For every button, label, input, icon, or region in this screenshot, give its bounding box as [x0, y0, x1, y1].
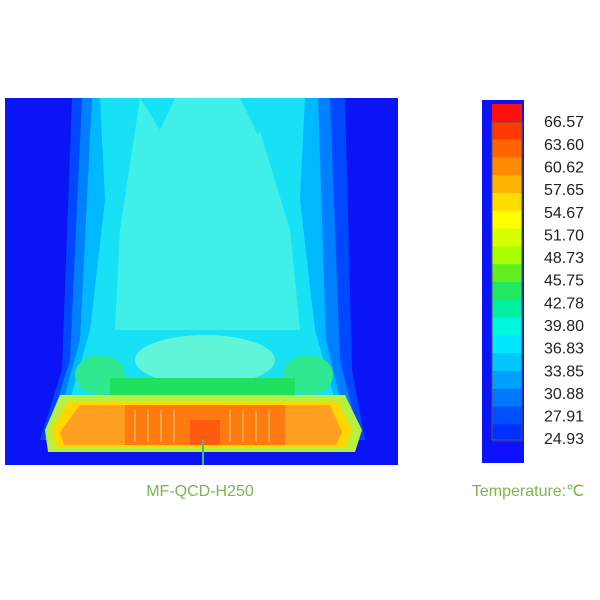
temperature-contour — [5, 98, 398, 465]
colorbar-label: 54.67 — [544, 205, 584, 222]
colorbar-band — [492, 299, 522, 319]
colorbar-band — [492, 210, 522, 230]
colorbar-band — [492, 282, 522, 301]
colorbar-title: Temperature:℃ — [472, 483, 584, 500]
colorbar-band — [492, 335, 522, 354]
colorbar-label: 51.70 — [544, 227, 584, 244]
colorbar-band — [492, 264, 522, 283]
colorbar-band — [492, 353, 522, 372]
colorbar-band — [492, 175, 522, 194]
colorbar-band — [492, 104, 522, 123]
colorbar-band — [492, 406, 522, 425]
colorbar-label: 24.93 — [544, 431, 584, 448]
colorbar-outline — [491, 121, 523, 441]
colorbar-label: 30.88 — [544, 386, 584, 403]
colorbar — [491, 104, 523, 461]
colorbar-band — [492, 424, 522, 443]
colorbar-label: 39.80 — [544, 318, 584, 335]
colorbar-label: 48.73 — [544, 250, 584, 267]
colorbar-band — [492, 388, 522, 408]
colorbar-band — [492, 371, 522, 390]
colorbar-label: 27.91 — [544, 409, 584, 426]
colorbar-label: 33.85 — [544, 363, 584, 380]
colorbar-label: 42.78 — [544, 295, 584, 312]
caption: MF-QCD-H250 — [146, 483, 254, 500]
colorbar-band — [492, 121, 522, 141]
colorbar-band — [492, 193, 522, 212]
colorbar-band — [492, 139, 522, 158]
colorbar-label: 36.83 — [544, 341, 584, 358]
colorbar-labels: 66.57 63.60 60.62 57.65 54.67 51.70 48.73 45.75… — [544, 114, 584, 448]
colorbar-band — [492, 317, 522, 336]
colorbar-band — [492, 228, 522, 247]
colorbar-band — [492, 442, 522, 461]
colorbar-band — [492, 157, 522, 176]
colorbar-band — [492, 246, 522, 265]
colorbar-label: 63.60 — [544, 137, 584, 154]
colorbar-label: 60.62 — [544, 160, 584, 177]
colorbar-label: 45.75 — [544, 273, 584, 290]
colorbar-label: 66.57 — [544, 114, 584, 131]
colorbar-label: 57.65 — [544, 182, 584, 199]
